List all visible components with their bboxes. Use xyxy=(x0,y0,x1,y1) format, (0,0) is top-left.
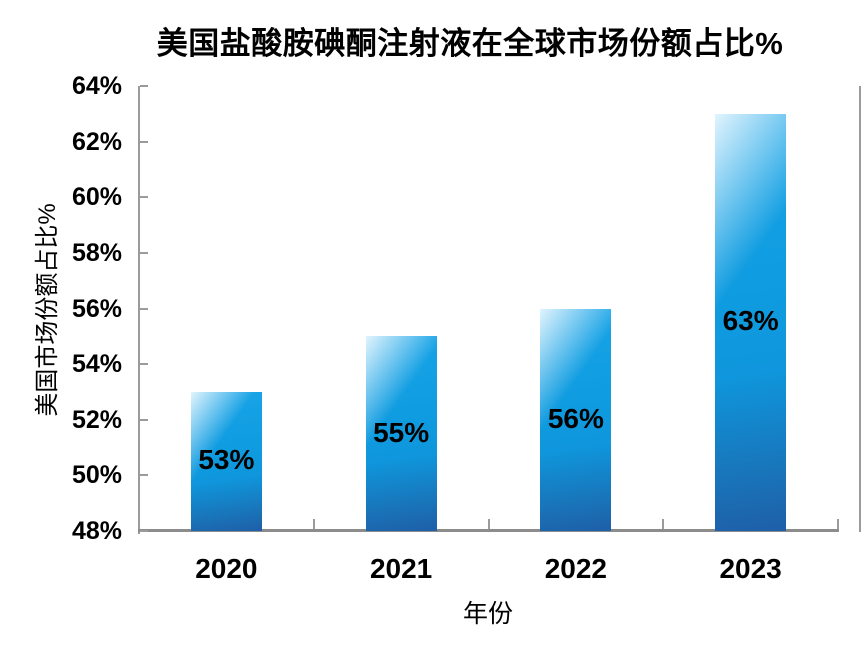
y-tick-label: 54% xyxy=(71,350,122,379)
bar-2021: 55% xyxy=(365,336,437,531)
x-axis-line xyxy=(138,529,839,532)
x-tick xyxy=(487,519,490,529)
y-tick xyxy=(140,530,148,532)
x-category-label: 2021 xyxy=(369,553,433,584)
x-category-label: 2020 xyxy=(195,553,258,584)
x-axis-title: 年份 xyxy=(462,600,513,628)
y-tick xyxy=(140,418,148,421)
y-tick-label: 50% xyxy=(71,461,122,490)
bar-2023: 63% xyxy=(715,113,787,531)
chart-title: 美国盐酸胺碘酮注射液在全球市场份额占比% xyxy=(156,26,784,61)
y-tick xyxy=(140,85,148,87)
y-tick-label: 58% xyxy=(71,238,122,267)
y-tick xyxy=(140,251,148,254)
plot-right-border xyxy=(859,86,861,532)
x-category-label: 2022 xyxy=(544,553,608,584)
y-tick xyxy=(140,196,148,199)
y-tick xyxy=(140,474,148,477)
x-tick xyxy=(662,519,665,529)
bar-value-label: 63% xyxy=(722,305,779,337)
y-tick xyxy=(140,307,148,310)
y-tick xyxy=(140,140,148,143)
y-tick-label: 48% xyxy=(71,517,122,545)
y-tick xyxy=(140,363,148,366)
bar-2020: 53% xyxy=(190,391,262,531)
y-tick-label: 60% xyxy=(71,183,122,212)
bar-2022: 56% xyxy=(540,308,612,531)
x-tick xyxy=(312,519,315,529)
bar-value-label: 55% xyxy=(373,416,430,448)
y-axis-line xyxy=(138,86,140,534)
y-tick-label: 52% xyxy=(71,405,122,434)
y-tick-label: 64% xyxy=(71,72,122,100)
x-category-label: 2023 xyxy=(719,553,782,584)
bar-value-label: 56% xyxy=(547,402,604,434)
y-tick-label: 56% xyxy=(71,294,122,323)
y-tick-label: 62% xyxy=(71,127,122,156)
bar-value-label: 53% xyxy=(198,444,255,476)
x-tick xyxy=(837,519,839,529)
